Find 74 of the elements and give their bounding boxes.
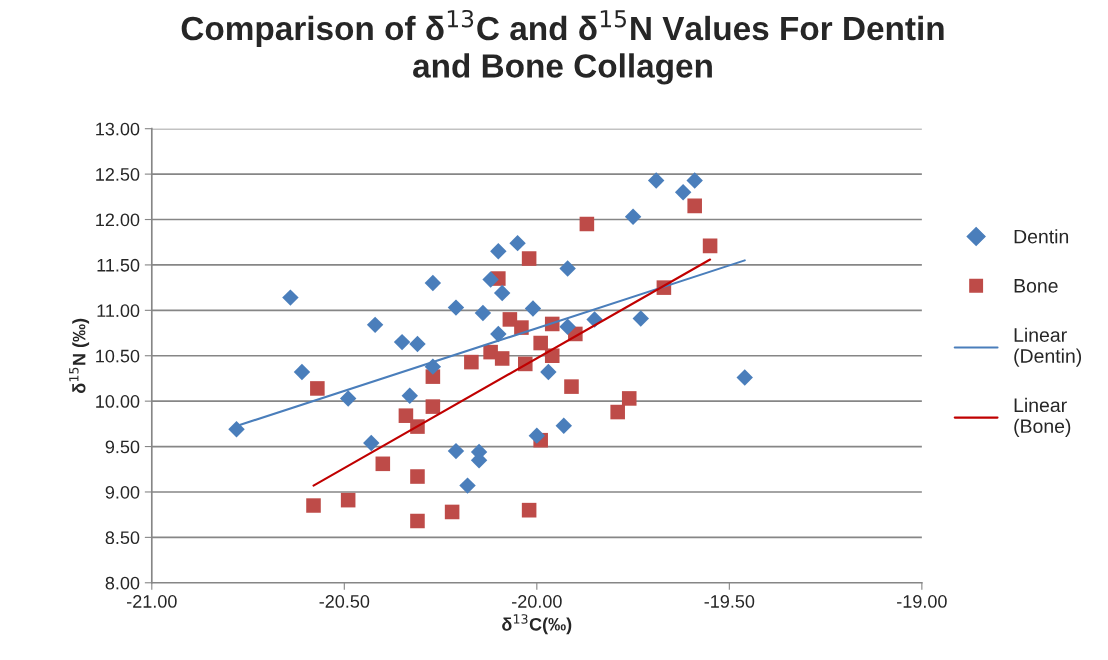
point xyxy=(410,469,425,484)
point xyxy=(624,208,642,226)
point xyxy=(310,381,325,396)
point xyxy=(474,304,492,322)
point xyxy=(702,238,718,254)
point xyxy=(375,456,391,472)
x-tick-label: -20.00 xyxy=(512,595,562,608)
point xyxy=(521,502,537,518)
legend-label: Bone xyxy=(1014,279,1058,293)
point xyxy=(559,260,576,277)
y-tick-label: 12.00 xyxy=(96,213,140,227)
legend-label: Dentin xyxy=(1014,229,1069,244)
point xyxy=(401,387,418,404)
point xyxy=(459,477,476,494)
x-tick-label: -21.00 xyxy=(127,595,177,608)
point xyxy=(490,243,507,260)
y-tick-label: 8.00 xyxy=(105,576,140,590)
y-tick-label: 12.50 xyxy=(96,168,140,181)
point xyxy=(464,354,479,370)
point xyxy=(524,300,542,317)
point xyxy=(409,335,426,353)
point xyxy=(306,498,321,513)
point xyxy=(398,408,414,423)
point xyxy=(410,513,425,529)
point xyxy=(366,316,384,334)
y-tick-label: 13.00 xyxy=(96,122,140,136)
y-axis-title: δ$^{15}$N (‰) xyxy=(69,318,90,393)
y-tick-label: 11.00 xyxy=(97,304,140,318)
point xyxy=(228,421,245,438)
point xyxy=(444,504,460,520)
legend-label: Linear (Bone) xyxy=(1014,397,1071,437)
point xyxy=(564,379,579,394)
point xyxy=(686,172,703,189)
point xyxy=(363,434,380,452)
point xyxy=(494,351,510,366)
point xyxy=(559,318,576,335)
x-axis-title: δ$^{13}$C(‰) xyxy=(502,614,572,635)
point xyxy=(540,363,557,381)
point xyxy=(509,234,526,252)
point xyxy=(687,198,702,214)
x-tick-label: -19.00 xyxy=(897,595,947,608)
point xyxy=(339,390,357,407)
point xyxy=(621,391,637,406)
point xyxy=(555,417,572,434)
y-tick-label: 9.00 xyxy=(105,485,140,499)
point xyxy=(579,216,595,232)
point xyxy=(674,184,692,201)
y-tick-label: 8.50 xyxy=(105,531,140,545)
x-tick-label: -19.50 xyxy=(704,595,755,608)
point xyxy=(424,274,442,292)
point xyxy=(340,492,356,508)
point xyxy=(393,333,411,351)
point xyxy=(647,172,665,189)
point xyxy=(490,325,507,343)
point xyxy=(447,299,465,316)
point xyxy=(493,284,511,302)
y-tick-label: 9.50 xyxy=(105,440,140,454)
point xyxy=(447,442,465,460)
point xyxy=(293,363,311,381)
chart-title: Comparison of δ$^{13}$C and δ$^{15}$N Values For Dentin and Bone Collagen xyxy=(181,9,944,85)
point xyxy=(632,310,649,327)
point xyxy=(425,399,441,414)
point xyxy=(521,251,537,266)
y-tick-label: 10.00 xyxy=(96,395,140,408)
y-tick-label: 10.50 xyxy=(96,349,140,363)
point xyxy=(533,335,548,351)
y-tick-label: 11.50 xyxy=(97,258,140,272)
point xyxy=(528,427,546,444)
point xyxy=(282,289,299,306)
point xyxy=(610,404,625,420)
x-tick-label: -20.50 xyxy=(319,595,370,608)
point xyxy=(736,369,753,386)
legend-label: Linear (Dentin) xyxy=(1014,327,1082,367)
point xyxy=(482,271,499,288)
